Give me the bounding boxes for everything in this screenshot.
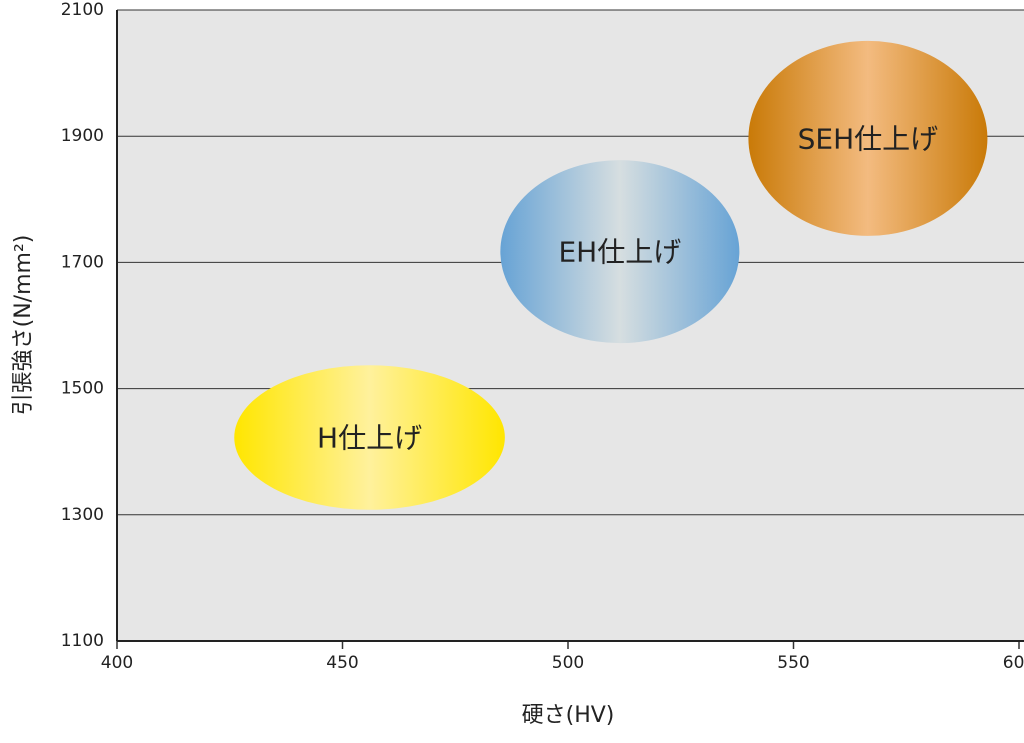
x-tick-label: 400 [101,653,133,673]
x-tick-label: 450 [326,653,358,673]
range-ellipse [748,40,988,236]
x-axis-label: 硬さ(HV) [522,703,615,728]
y-tick-label: 1300 [61,505,104,525]
ellipse-label: H仕上げ [317,422,422,455]
range-ellipse [234,365,505,510]
x-tick-label: 500 [552,653,584,673]
x-tick-label: 600 [1003,653,1024,673]
y-tick-label: 1500 [61,379,104,399]
ellipse-label: SEH仕上げ [798,122,939,155]
y-tick-label: 1700 [61,252,104,272]
y-axis-label: 引張強さ(N/mm²) [11,235,36,416]
y-tick-label: 1900 [61,126,104,146]
x-tick-label: 550 [777,653,809,673]
y-tick-label: 1100 [61,631,104,651]
ellipse-label: EH仕上げ [558,236,681,269]
y-tick-label: 2100 [61,0,104,20]
range-ellipse [500,160,740,344]
